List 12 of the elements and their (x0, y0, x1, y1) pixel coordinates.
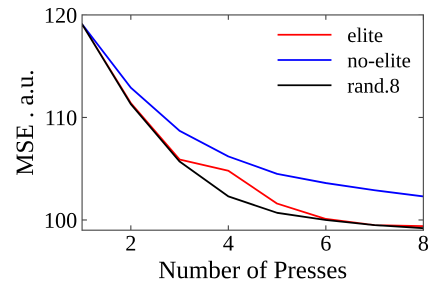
y-tick-label: 120 (46, 8, 76, 23)
x-tick-label: 4 (223, 236, 234, 251)
x-tick-label: 8 (418, 236, 428, 251)
y-tick-label: 100 (46, 212, 76, 228)
x-tick-label: 6 (321, 236, 331, 251)
x-tick-label: 2 (126, 236, 136, 251)
y-axis-title: MSE . a.u. (16, 71, 34, 175)
y-tick-label: 110 (46, 110, 76, 126)
legend-label: no-elite (348, 52, 410, 68)
legend-label: rand.8 (348, 78, 400, 93)
legend-label: elite (348, 28, 382, 42)
x-axis-title: Number of Presses (159, 260, 346, 278)
